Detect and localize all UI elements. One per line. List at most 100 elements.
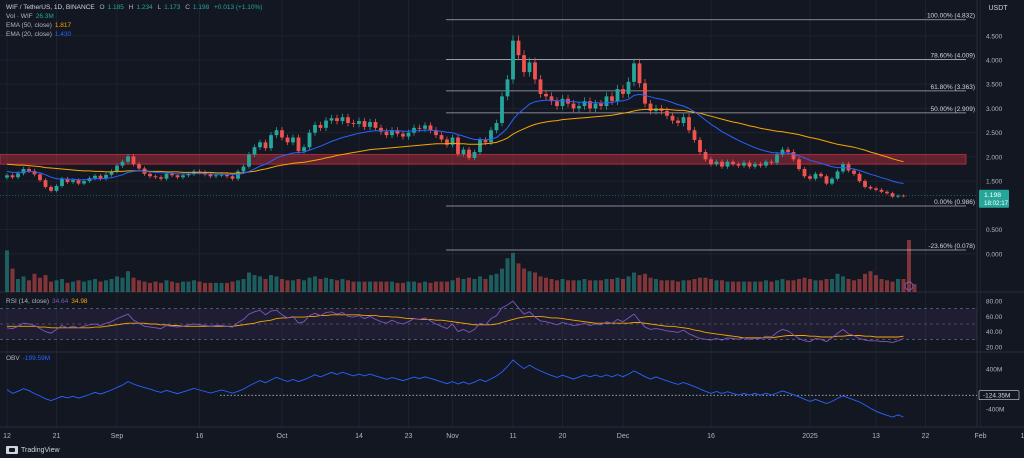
candle-body-135	[747, 162, 752, 167]
candle-body-120	[665, 110, 669, 116]
candle-body-130	[720, 161, 724, 167]
rsi-legend[interactable]: RSI (14, close) 34.64 34.98	[6, 297, 91, 306]
tradingview-logo-icon	[6, 446, 18, 454]
candle-body-55	[307, 132, 312, 148]
candle-body-54	[302, 147, 306, 152]
candle-body-72	[401, 133, 405, 137]
volume-bar-63	[351, 281, 356, 292]
ema50-legend[interactable]: EMA (50, close) 1.817	[6, 21, 74, 30]
candle-body-36	[203, 172, 207, 175]
time-tick-7: Nov	[446, 433, 459, 440]
volume-bar-150	[830, 279, 834, 292]
candle-body-159	[879, 189, 884, 192]
volume-bar-132	[731, 281, 735, 292]
candle-body-79	[439, 135, 444, 140]
time-axis[interactable]: 12 21 Sep 16 Oct 14 23 Nov 11 20 Dec 16 2025 13 22 Feb 1…	[3, 433, 1024, 440]
fib-label-3: 50.00% (2.909)	[931, 106, 975, 113]
time-tick-10: Dec	[617, 433, 630, 440]
volume-bar-113	[626, 276, 631, 292]
candle-body-8	[49, 186, 53, 191]
candle-body-127	[703, 152, 708, 160]
rsi-tick-3: 20.00	[986, 344, 1003, 351]
volume-legend[interactable]: Vol · WIF 26.3M	[6, 12, 57, 21]
volume-bar-34	[192, 280, 196, 292]
volume-bar-36	[203, 282, 207, 292]
fib-label-2: 61.80% (3.363)	[931, 84, 975, 91]
candle-body-51	[285, 137, 290, 143]
volume-value: 26.3M	[35, 13, 54, 20]
price-axis[interactable]: USDT 4.500 4.000 3.500 3.000 2.500 2.000 1.500 0…	[986, 5, 1008, 414]
candle-body-0	[5, 175, 9, 178]
candle-body-39	[219, 174, 224, 176]
volume-bar-130	[720, 280, 724, 292]
candle-body-92	[511, 40, 515, 80]
candle-body-31	[175, 175, 180, 178]
volume-bar-89	[494, 273, 499, 292]
volume-bar-57	[318, 279, 323, 292]
candle-body-99	[549, 96, 554, 102]
candle-body-153	[846, 164, 851, 171]
candle-body-112	[621, 89, 625, 94]
fib-label-0: 100.00% (4.832)	[927, 13, 975, 20]
time-tick-9: 20	[559, 433, 567, 440]
ema50-line	[6, 108, 904, 174]
volume-bar-15	[87, 280, 92, 292]
symbol-legend: WIF / TetherUS, 1D, BINANCE O 1.185 H 1.23…	[6, 3, 265, 12]
candle-body-19	[109, 171, 114, 175]
fib-label-1: 78.60% (4.009)	[931, 53, 975, 60]
candle-body-97	[538, 79, 543, 94]
candle-body-73	[406, 132, 411, 137]
candle-body-65	[362, 121, 367, 127]
time-tick-16: 10	[1021, 433, 1024, 440]
candle-body-71	[395, 130, 400, 134]
candle-body-21	[120, 161, 125, 166]
volume-bar-39	[219, 282, 224, 292]
volume-bar-154	[852, 280, 856, 292]
last-price-badge	[979, 189, 1009, 208]
volume-bar-158	[874, 275, 878, 292]
rsi-pane[interactable]	[0, 300, 977, 343]
volume-bar-8	[49, 281, 53, 292]
volume-bar-62	[346, 280, 350, 292]
volume-bar-160	[885, 280, 889, 292]
candle-body-147	[813, 173, 818, 179]
ema20-legend[interactable]: EMA (20, close) 1.430	[6, 30, 74, 39]
candle-body-45	[252, 147, 257, 155]
obv-pane[interactable]	[6, 359, 977, 418]
volume-bar-79	[439, 281, 444, 292]
volume-bar-14	[82, 281, 86, 292]
volume-bar-64	[357, 281, 361, 292]
volume-bar-92	[511, 253, 515, 292]
volume-bar-136	[753, 281, 757, 292]
obv-legend[interactable]: OBV -199.59M	[6, 354, 53, 363]
volume-bar-32	[181, 281, 185, 292]
price-tick-2: 3.500	[986, 82, 1003, 89]
candle-body-20	[115, 165, 119, 172]
volume-bar-126	[698, 277, 702, 292]
candle-body-7	[43, 180, 48, 187]
tradingview-branding[interactable]: TradingView	[6, 446, 60, 454]
volume-bar-112	[621, 279, 625, 292]
volume-bar-138	[764, 280, 768, 292]
candle-body-125	[692, 130, 697, 140]
candle-body-156	[863, 181, 867, 187]
volume-bar-58	[324, 277, 328, 292]
ohlc-open-label: O	[99, 4, 105, 11]
fibonacci-levels[interactable]: 100.00% (4.832) 78.60% (4.009) 61.80% (3.3…	[446, 13, 975, 251]
candle-body-70	[390, 130, 394, 136]
candle-body-82	[456, 137, 460, 154]
volume-bar-66	[368, 281, 372, 292]
candle-body-129	[714, 161, 719, 165]
candle-body-122	[676, 120, 680, 123]
candle-body-148	[819, 173, 823, 177]
rsi-label: RSI (14, close)	[6, 298, 49, 305]
ema-lines	[6, 93, 904, 184]
volume-bar-24	[137, 280, 141, 292]
symbol-title[interactable]: WIF / TetherUS, 1D, BINANCE	[6, 4, 95, 11]
currency-label: USDT	[988, 5, 1008, 12]
volume-bar-9	[54, 280, 59, 292]
candle-body-109	[604, 96, 609, 107]
candle-body-67	[373, 122, 378, 128]
volume-bar-101	[560, 279, 565, 292]
